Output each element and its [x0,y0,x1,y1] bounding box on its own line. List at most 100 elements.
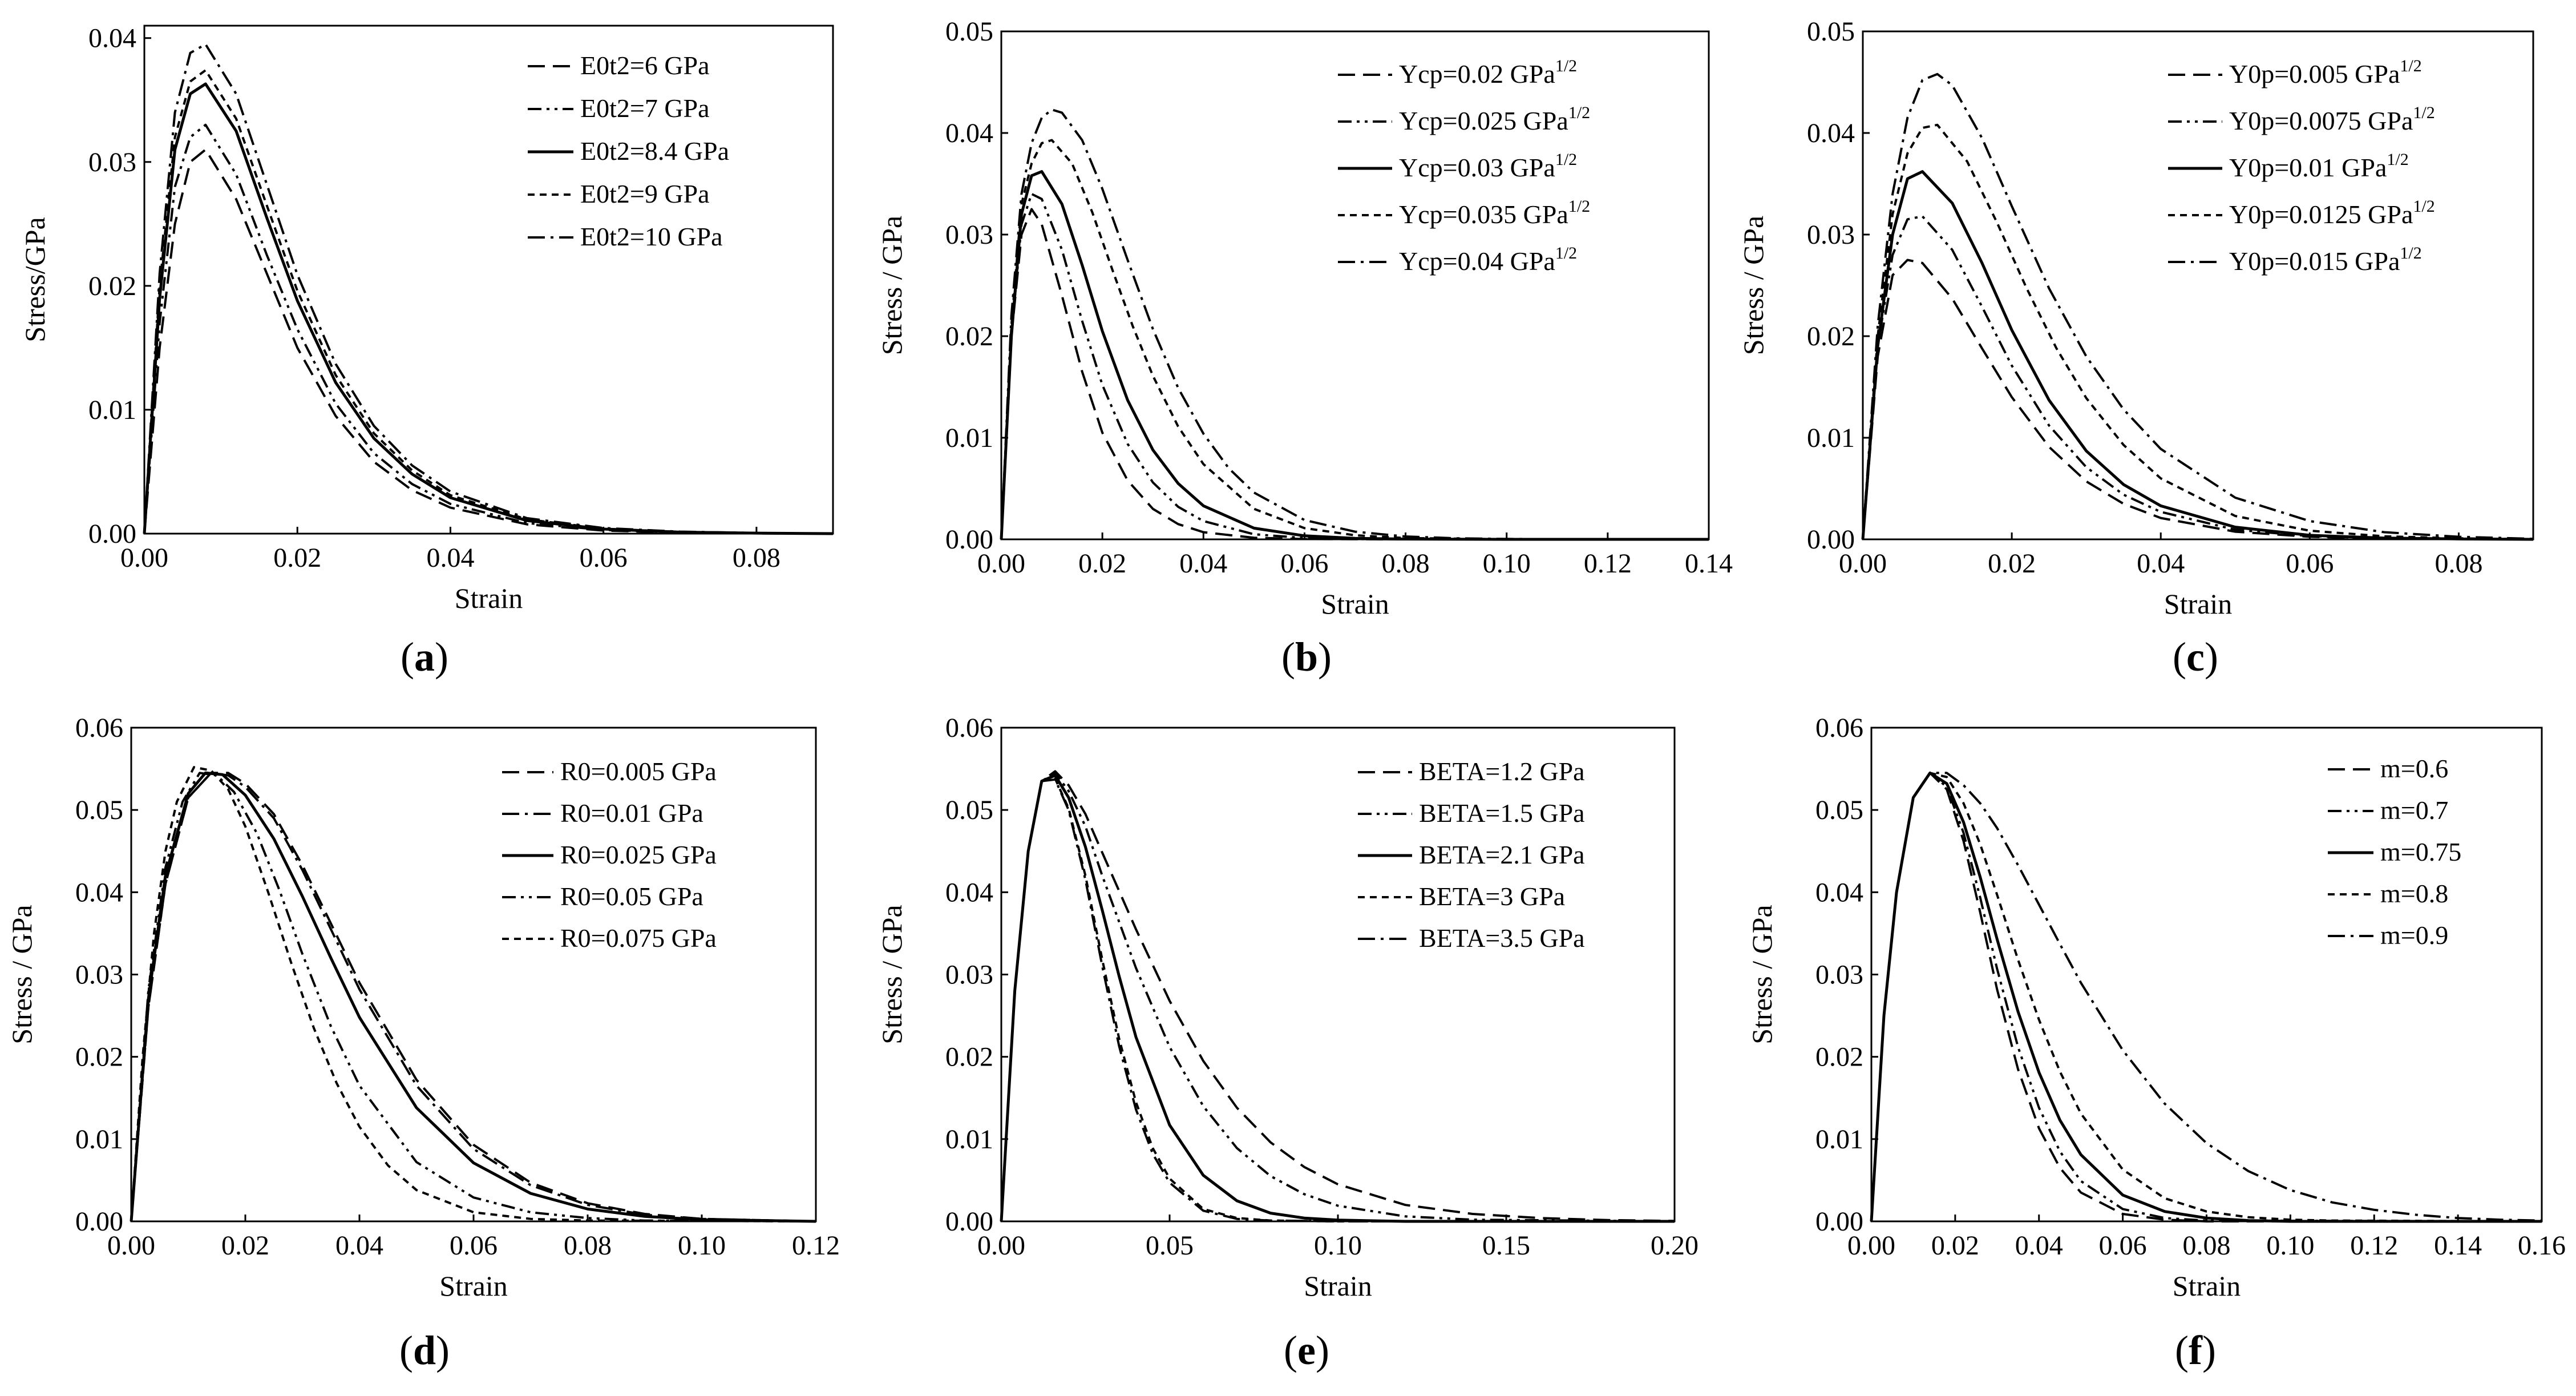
y-tick-label-e: 0.00 [945,1207,993,1237]
legend-label-f-3: m=0.75 [2380,837,2461,866]
y-tick-label-b: 0.00 [945,524,993,555]
series-line-f-4 [1870,772,2542,1222]
legend-label-d-1: R0=0.005 GPa [560,757,717,786]
series-line-a-5 [143,43,834,535]
legend-label-a-3: E0t2=8.4 GPa [580,136,729,166]
y-tick-label-c: 0.00 [1807,524,1855,555]
panel-letter-b: b [1295,634,1319,680]
y-axis-label-f: Stress / GPa [1746,905,1778,1044]
chart-panel-a: 0.00 0.02 0.04 0.06 0.08 0.00 0.01 0.02 0.03 0.04… [19,23,834,614]
x-tick-label-d: 0.06 [450,1230,498,1261]
y-tick-label-f: 0.01 [1815,1124,1863,1155]
y-tick-label-f: 0.05 [1815,795,1863,825]
series-line-a-1 [143,148,834,535]
y-tick-label-b: 0.04 [945,118,993,148]
series-line-a-4 [143,69,834,535]
legend-label-b-1: Ycp=0.02 GPa1/2 [1399,57,1577,88]
legend-label-e-2: BETA=1.5 GPa [1419,798,1585,828]
y-tick-label-d: 0.03 [75,960,123,990]
series-line-f-5 [1870,772,2542,1222]
legend-label-b-3: Ycp=0.03 GPa1/2 [1399,150,1577,182]
chart-panel-f: 0.00 0.02 0.04 0.06 0.08 0.10 0.12 0.14 0.16 0.00… [1746,713,2566,1302]
y-tick-label-b: 0.03 [945,220,993,250]
y-tick-label-a: 0.04 [88,23,136,54]
legend-label-c-4: Y0p=0.0125 GPa1/2 [2229,197,2435,229]
panel-label-f: (f) [2175,1328,2216,1373]
series-line-a-2 [143,123,834,535]
x-tick-label-a: 0.04 [426,543,474,573]
y-tick-label-b: 0.02 [945,321,993,352]
chart-panel-e: 0.00 0.05 0.10 0.15 0.20 0.00 0.01 0.02 0.03 0.04… [876,713,1699,1302]
x-tick-label-a: 0.00 [120,543,168,573]
panel-label-c: (c) [2173,634,2218,680]
x-tick-label-d: 0.02 [221,1230,269,1261]
legend-label-d-4: R0=0.05 GPa [560,882,703,911]
panel-label-e: (e) [1284,1328,1329,1373]
y-tick-label-a: 0.00 [88,519,136,549]
panel-letter-a: a [414,634,435,680]
plot-frame-b [1000,30,1710,540]
panel-label-d: (d) [399,1328,450,1373]
legend-label-e-4: BETA=3 GPa [1419,882,1565,911]
legend-label-d-3: R0=0.025 GPa [560,840,717,869]
x-tick-label-f: 0.06 [2099,1230,2147,1261]
legend-superscript-b-1: 1/2 [1555,57,1577,75]
y-tick-label-c: 0.01 [1807,423,1855,453]
y-tick-label-c: 0.05 [1807,17,1855,47]
chart-panel-d: 0.00 0.02 0.04 0.06 0.08 0.10 0.12 0.00 0.01 0.02… [6,713,840,1302]
panel-letter-d: d [413,1328,436,1373]
y-axis-label-d: Stress / GPa [6,905,38,1044]
x-axis-label-b: Strain [1321,588,1389,620]
y-tick-label-c: 0.04 [1807,118,1855,148]
x-tick-label-a: 0.06 [580,543,628,573]
x-axis-label-c: Strain [2164,588,2232,620]
x-tick-label-b: 0.04 [1179,548,1227,579]
y-tick-label-b: 0.01 [945,423,993,453]
series-line-e-3 [1000,774,1675,1223]
x-tick-label-a: 0.08 [733,543,781,573]
panel-letter-e: e [1297,1328,1316,1373]
y-tick-label-d: 0.01 [75,1124,123,1155]
y-tick-label-f: 0.06 [1815,713,1863,743]
legend-label-e-1: BETA=1.2 GPa [1419,757,1585,786]
y-tick-label-f: 0.00 [1815,1207,1863,1237]
x-tick-label-c: 0.08 [2435,548,2482,579]
x-tick-label-e: 0.05 [1146,1230,1194,1261]
y-axis-label-c: Stress / GPa [1737,216,1769,355]
series-line-c-1 [1862,259,2534,540]
panel-label-b: (b) [1281,634,1332,680]
x-tick-label-d: 0.08 [564,1230,612,1261]
legend-label-a-2: E0t2=7 GPa [580,94,710,123]
series-line-e-1 [1000,770,1675,1222]
series-line-c-3 [1861,170,2534,541]
x-tick-label-b: 0.12 [1584,548,1632,579]
y-tick-label-d: 0.00 [75,1207,123,1237]
chart-panel-c: 0.00 0.02 0.04 0.06 0.08 0.00 0.01 0.02 0.03 0.04… [1737,17,2534,620]
x-axis-label-e: Strain [1304,1270,1372,1302]
y-tick-label-e: 0.05 [945,795,993,825]
legend-label-c-2: Y0p=0.0075 GPa1/2 [2229,103,2435,135]
legend-superscript-c-1: 1/2 [2400,57,2421,75]
y-tick-label-e: 0.04 [945,877,993,907]
series-line-b-5 [1000,108,1709,540]
legend-superscript-c-2: 1/2 [2413,103,2435,122]
y-tick-label-a: 0.02 [88,271,136,301]
plot-frame-c [1862,30,2534,540]
legend-superscript-c-4: 1/2 [2413,197,2435,216]
legend-label-e-5: BETA=3.5 GPa [1419,923,1585,953]
series-line-b-3 [1000,170,1709,541]
x-tick-label-d: 0.12 [792,1230,840,1261]
y-tick-label-e: 0.06 [945,713,993,743]
x-tick-label-c: 0.04 [2137,548,2185,579]
legend-label-a-5: E0t2=10 GPa [580,222,723,251]
x-tick-label-f: 0.12 [2350,1230,2398,1261]
x-tick-label-f: 0.14 [2434,1230,2482,1261]
x-tick-label-b: 0.14 [1685,548,1733,579]
x-axis-label-a: Strain [455,582,523,614]
x-tick-label-d: 0.10 [678,1230,726,1261]
legend-label-c-5: Y0p=0.015 GPa1/2 [2229,244,2422,276]
legend-label-e-3: BETA=2.1 GPa [1419,840,1585,869]
legend-label-d-2: R0=0.01 GPa [560,798,703,828]
x-tick-label-c: 0.06 [2286,548,2334,579]
